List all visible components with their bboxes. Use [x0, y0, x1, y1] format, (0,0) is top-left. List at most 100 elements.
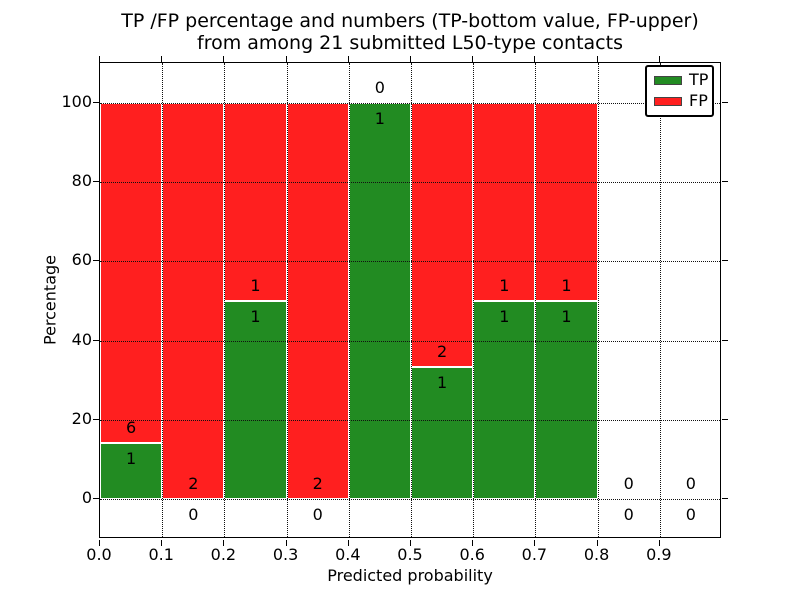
x-tick-mark-top	[596, 56, 598, 62]
bar-segment-tp	[473, 301, 536, 500]
y-tick-mark-left	[93, 419, 99, 420]
tp-color-swatch	[654, 75, 682, 85]
x-tick-mark-bottom	[658, 540, 660, 546]
gridline-vertical	[659, 63, 661, 537]
bar-segment-fp	[535, 102, 598, 301]
bar-segment-fp	[100, 102, 163, 443]
gridline-horizontal	[100, 261, 720, 263]
gridline-horizontal	[100, 182, 720, 183]
x-tick-label: 0.5	[397, 545, 423, 564]
fp-count-label: 2	[312, 474, 323, 494]
y-tick-mark-right	[722, 419, 728, 420]
x-tick-mark-top	[347, 56, 349, 62]
x-tick-mark-top	[472, 56, 474, 62]
y-tick-mark-right	[722, 498, 728, 500]
y-tick-label: 100	[61, 91, 92, 111]
tp-count-label: 0	[623, 505, 634, 525]
x-tick-label: 0.2	[210, 545, 237, 564]
gridline-vertical	[411, 63, 412, 537]
x-tick-mark-top	[161, 56, 163, 62]
x-tick-mark-top	[658, 56, 660, 62]
gridline-horizontal	[100, 420, 720, 421]
y-tick-mark-left	[93, 260, 99, 262]
tp-count-label: 1	[374, 108, 385, 128]
bar-segment-fp	[162, 102, 225, 500]
y-tick-mark-left	[93, 498, 99, 500]
gridline-vertical	[162, 63, 164, 537]
x-tick-label: 0.0	[86, 545, 112, 564]
tp-count-label: 1	[561, 307, 572, 326]
y-tick-label: 40	[71, 329, 92, 349]
bar-segment-tp	[100, 442, 163, 500]
gridline-vertical	[224, 63, 226, 537]
x-tick-mark-bottom	[596, 540, 598, 546]
fp-count-label: 0	[623, 474, 634, 494]
y-tick-mark-left	[93, 339, 99, 341]
x-tick-label: 0.8	[583, 545, 610, 564]
bar-segment-fp	[286, 102, 349, 500]
fp-count-label: 0	[374, 77, 385, 97]
tp-count-label: 1	[126, 448, 137, 468]
gridline-vertical	[286, 63, 288, 537]
x-tick-mark-bottom	[223, 540, 225, 546]
x-tick-mark-bottom	[534, 540, 536, 546]
bar-segment-tp	[411, 367, 474, 500]
fp-count-label: 6	[126, 417, 137, 437]
x-tick-label: 0.9	[646, 545, 672, 564]
y-tick-mark-left	[93, 181, 99, 182]
tp-count-label: 1	[250, 307, 261, 326]
gridline-horizontal	[100, 340, 720, 342]
y-tick-label: 60	[71, 250, 92, 270]
legend-entry-tp: TP	[654, 70, 709, 89]
legend-label-tp: TP	[689, 70, 709, 89]
chart-title-line2: from among 21 submitted L50-type contact…	[197, 31, 623, 54]
fp-count-label: 1	[250, 276, 261, 295]
tp-count-label: 1	[499, 307, 510, 326]
bar-segment-fp	[224, 102, 287, 301]
fp-count-label: 2	[437, 342, 448, 362]
y-tick-mark-right	[722, 339, 728, 341]
fp-count-label: 0	[685, 474, 696, 494]
x-tick-label: 0.7	[521, 545, 548, 564]
gridline-vertical	[535, 63, 537, 537]
x-tick-mark-top	[534, 56, 536, 62]
fp-count-label: 2	[188, 474, 199, 494]
y-tick-label: 80	[71, 171, 92, 190]
x-tick-mark-bottom	[472, 540, 474, 546]
tp-count-label: 1	[437, 373, 448, 393]
bar-segment-tp	[224, 301, 287, 500]
plot-area: 6 1 2 0 1 1 2 0 0 1 2 1 1 1 1 1 0 0 0 0	[99, 62, 721, 538]
y-tick-mark-left	[93, 101, 99, 103]
gridline-vertical	[597, 63, 599, 537]
y-tick-mark-right	[722, 101, 728, 103]
bar-segment-tp	[535, 301, 598, 500]
fp-count-label: 1	[561, 276, 572, 295]
bar-segment-tp	[348, 102, 411, 500]
legend-entry-fp: FP	[654, 91, 708, 110]
y-tick-mark-right	[722, 260, 728, 262]
y-tick-mark-right	[722, 181, 728, 182]
fp-count-label: 1	[499, 276, 510, 295]
x-tick-label: 0.4	[335, 545, 361, 564]
y-tick-label: 20	[71, 409, 92, 428]
gridline-horizontal	[100, 499, 720, 501]
bar-segment-fp	[411, 102, 474, 368]
x-tick-mark-top	[285, 56, 287, 62]
legend-label-fp: FP	[689, 91, 708, 110]
x-tick-label: 0.1	[148, 545, 174, 564]
gridline-horizontal	[100, 102, 720, 104]
fp-color-swatch	[654, 96, 682, 106]
x-tick-mark-top	[410, 56, 411, 62]
x-axis-label: Predicted probability	[327, 566, 493, 585]
x-tick-mark-top	[223, 56, 225, 62]
gridline-vertical	[348, 63, 350, 537]
bar-segment-fp	[473, 102, 536, 301]
x-tick-label: 0.3	[272, 545, 299, 564]
x-tick-mark-top	[99, 56, 100, 62]
gridline-vertical	[473, 63, 475, 537]
tp-count-label: 0	[685, 505, 696, 525]
x-tick-label: 0.6	[459, 545, 485, 564]
x-tick-mark-bottom	[285, 540, 287, 546]
y-tick-label: 0	[81, 488, 92, 508]
